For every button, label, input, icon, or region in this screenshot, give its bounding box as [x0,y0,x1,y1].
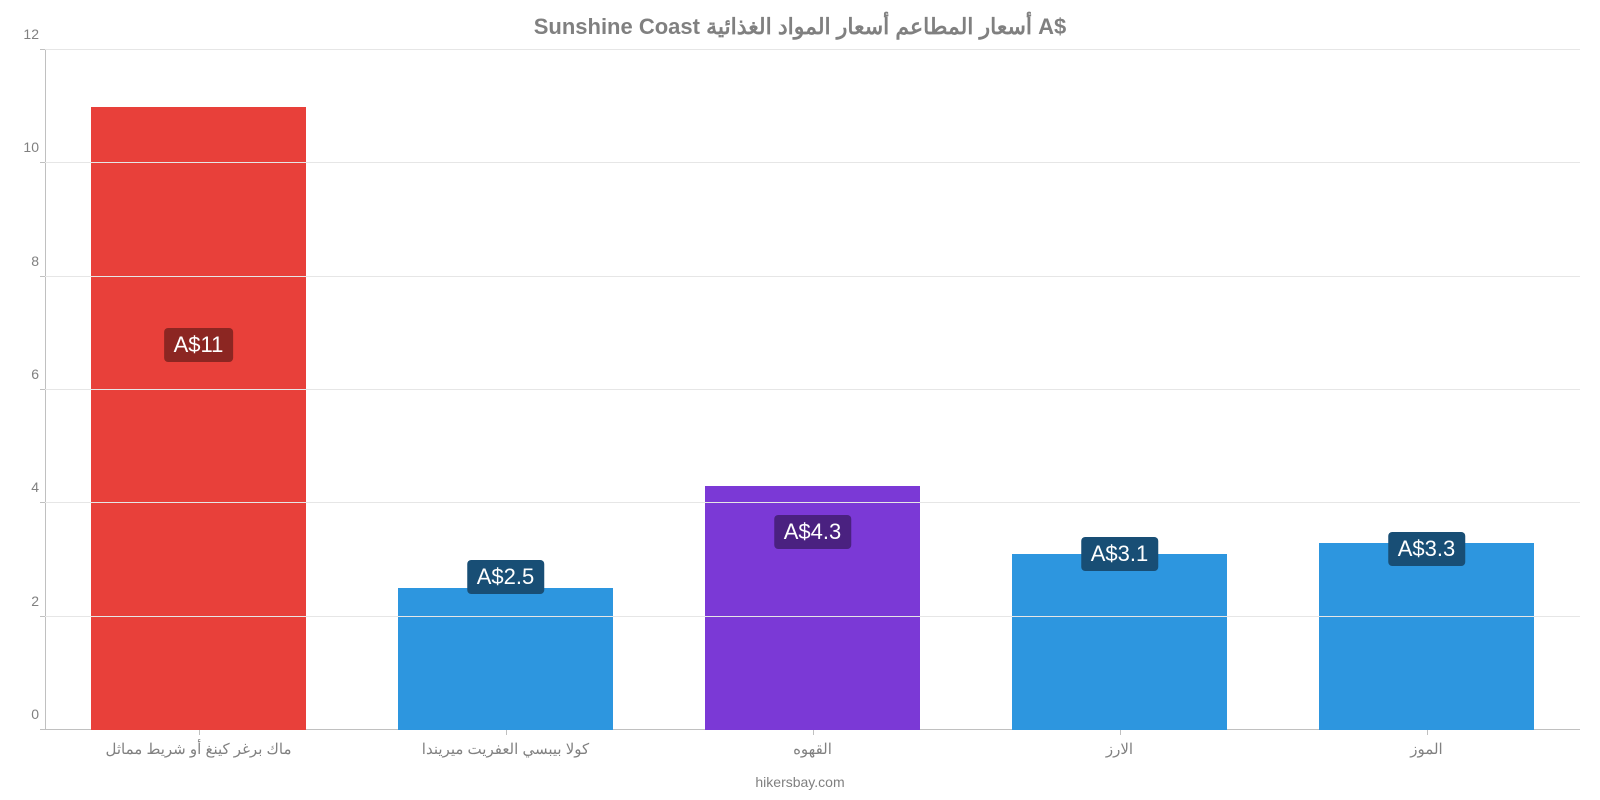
bar-value-label: A$2.5 [467,560,545,594]
y-tick-mark [40,729,45,730]
y-tick-label: 10 [13,139,39,155]
x-tick-label: الارز [1106,740,1133,758]
bar [1319,543,1534,730]
y-tick-mark [40,276,45,277]
y-tick-mark [40,49,45,50]
grid-line [45,162,1580,163]
x-tick-mark [1120,730,1121,735]
x-tick-label: ماك برغر كينغ أو شريط مماثل [105,740,291,758]
y-tick-mark [40,162,45,163]
grid-line [45,616,1580,617]
y-tick-label: 6 [13,366,39,382]
y-tick-label: 2 [13,593,39,609]
y-tick-label: 8 [13,253,39,269]
bar-value-label: A$11 [164,328,234,362]
bars-layer [45,50,1580,730]
bar-value-label: A$3.3 [1388,532,1466,566]
y-tick-label: 0 [13,706,39,722]
x-tick-mark [506,730,507,735]
x-tick-label: القهوه [793,740,832,758]
chart-title: Sunshine Coast أسعار المطاعم أسعار الموا… [0,14,1600,40]
bar-value-label: A$4.3 [774,515,852,549]
y-tick-label: 12 [13,26,39,42]
grid-line [45,502,1580,503]
plot-area: 024681012A$11ماك برغر كينغ أو شريط مماثل… [45,50,1580,730]
grid-line [45,49,1580,50]
x-tick-label: كولا بيبسي العفريت ميريندا [422,740,589,758]
bar [398,588,613,730]
x-tick-mark [1427,730,1428,735]
credit-text: hikersbay.com [0,774,1600,790]
chart-container: Sunshine Coast أسعار المطاعم أسعار الموا… [0,0,1600,800]
bar [1012,554,1227,730]
x-tick-label: الموز [1410,740,1442,758]
y-tick-mark [40,389,45,390]
x-tick-mark [199,730,200,735]
y-tick-mark [40,502,45,503]
y-tick-mark [40,616,45,617]
y-tick-label: 4 [13,479,39,495]
x-tick-mark [813,730,814,735]
grid-line [45,389,1580,390]
bar [91,107,306,730]
bar-value-label: A$3.1 [1081,537,1159,571]
grid-line [45,276,1580,277]
